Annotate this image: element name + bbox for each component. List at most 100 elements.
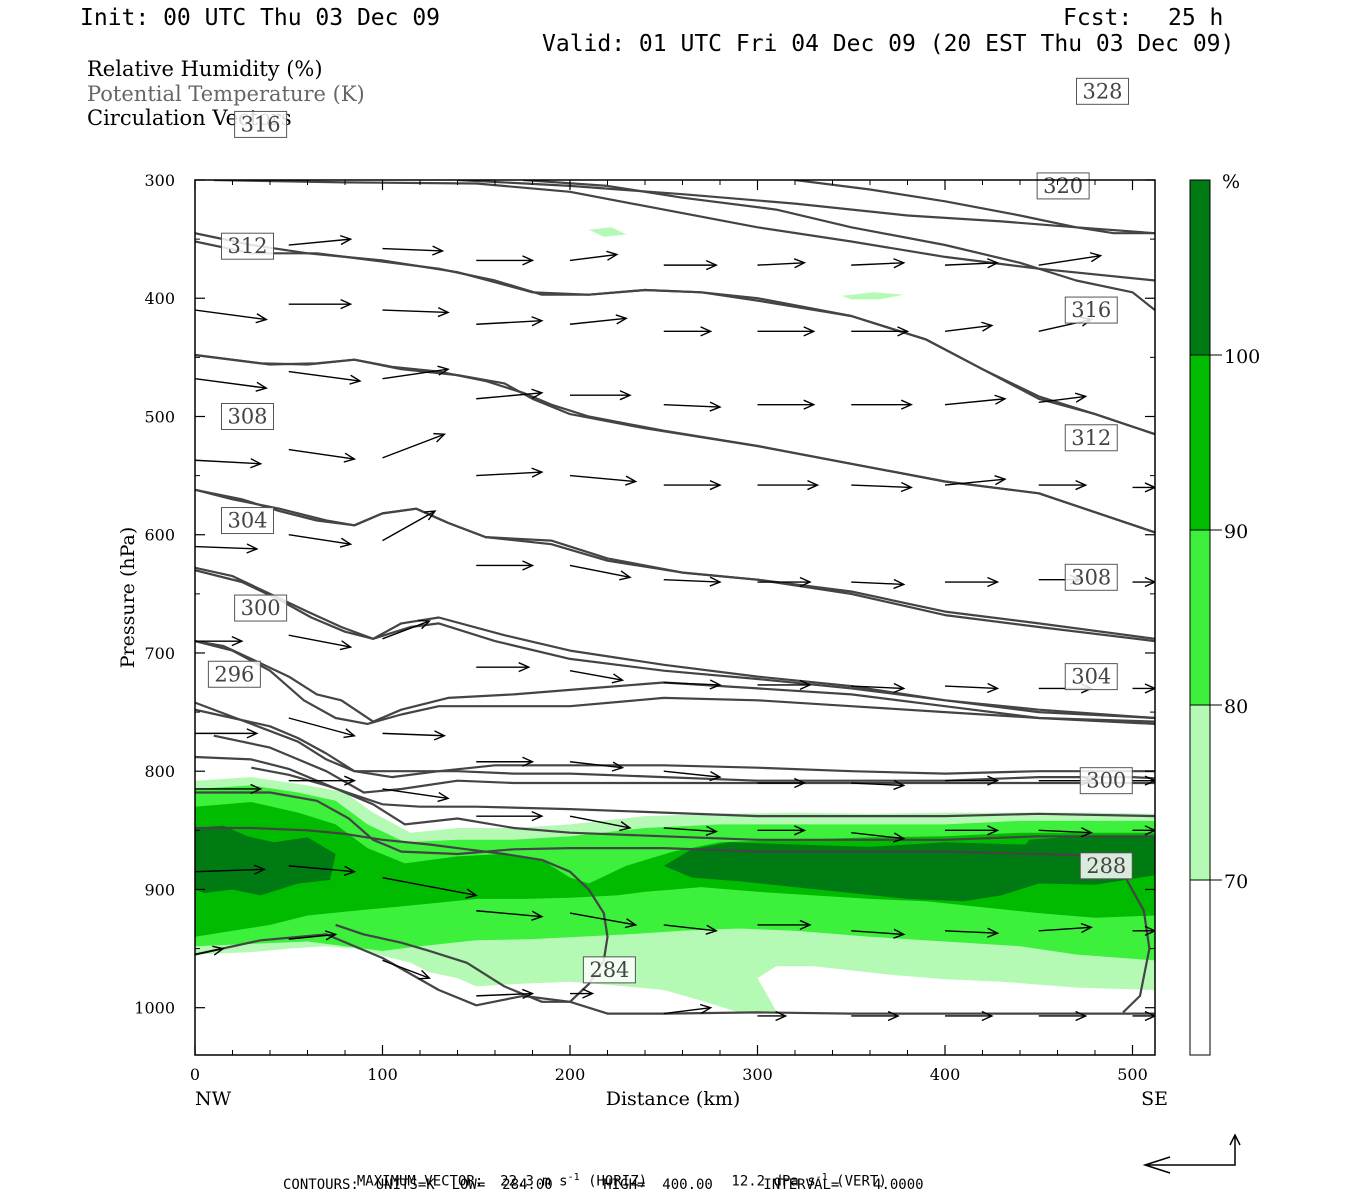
circulation-vector <box>757 919 812 931</box>
contour-label-box <box>221 232 274 260</box>
circulation-vector <box>195 377 268 392</box>
y-tick-label: 900 <box>144 880 175 899</box>
contour-label-box <box>1064 663 1118 691</box>
rh-region-100 <box>195 825 336 896</box>
contour-label-box <box>1064 563 1118 591</box>
circulation-vector <box>663 1003 713 1015</box>
valid-time: Valid: 01 UTC Fri 04 Dec 09 (20 EST Thu … <box>542 31 1235 57</box>
circulation-vector <box>851 682 906 694</box>
circulation-vector <box>944 682 1000 694</box>
theta-contour-328 <box>457 180 1155 235</box>
vert-tag: (VERT) <box>836 1173 887 1190</box>
circulation-vector <box>382 619 431 640</box>
circulation-vector <box>195 945 225 956</box>
y-tick-label: 400 <box>144 289 175 308</box>
circulation-vector <box>569 761 625 772</box>
theta-contour-288 <box>195 791 1151 1014</box>
x-tick-label: 300 <box>742 1065 773 1084</box>
circulation-vector <box>288 717 357 739</box>
reference-vector <box>1142 1133 1241 1174</box>
contour-label: 304 <box>1071 665 1111 689</box>
circulation-vector <box>476 255 535 266</box>
circulation-vector <box>851 481 913 493</box>
circulation-vector <box>944 475 1007 486</box>
theta-contour-316 <box>195 232 1155 436</box>
circulation-vector <box>476 910 544 921</box>
theta-contour-304 <box>195 566 1155 720</box>
circulation-vector <box>851 326 910 337</box>
circulation-vector <box>757 576 812 588</box>
circulation-vector <box>1038 392 1088 403</box>
field-title-rh: Relative Humidity (%) <box>87 57 323 81</box>
circulation-vector <box>382 365 450 380</box>
circulation-vector <box>476 316 544 327</box>
y-tick-label: 700 <box>144 644 175 663</box>
init-time: Init: 00 UTC Thu 03 Dec 09 <box>80 5 441 31</box>
x-tick-label: 500 <box>1117 1065 1148 1084</box>
theta-contour <box>195 933 1155 1015</box>
circulation-vector <box>757 1010 788 1022</box>
max-horiz-exponent: -1 <box>567 1172 580 1183</box>
circulation-vector <box>569 815 632 832</box>
circulation-vector <box>1132 576 1155 588</box>
circulation-vector <box>1038 922 1093 934</box>
circulation-vector <box>288 865 357 876</box>
circulation-vector <box>663 679 722 690</box>
plot-frame <box>194 179 1156 1056</box>
colorbar-segment <box>1189 704 1211 881</box>
horiz-tag: (HORIZ) <box>588 1173 648 1190</box>
circulation-vector <box>757 679 812 691</box>
circulation-vector <box>569 474 638 486</box>
se-end-label: SE <box>1141 1088 1168 1110</box>
circulation-vector <box>663 260 718 271</box>
max-vector-label: MAXIMUM VECTOR: <box>356 1173 484 1190</box>
circulation-vector <box>476 560 535 571</box>
circulation-vector <box>1038 1010 1088 1022</box>
circulation-vector <box>663 825 718 836</box>
contour-label-box <box>234 594 288 622</box>
circulation-vector <box>944 394 1007 406</box>
colorbar-segment <box>1189 354 1211 531</box>
circulation-vector <box>945 576 1000 588</box>
circulation-vector <box>944 258 1000 269</box>
x-axis-label: Distance (km) <box>606 1088 741 1110</box>
circulation-vector <box>663 770 722 782</box>
circulation-vector <box>288 775 357 786</box>
x-tick-label: 0 <box>190 1065 200 1084</box>
circulation-vector <box>195 458 263 469</box>
circulation-vector <box>851 258 906 269</box>
colorbar-label: 100 <box>1224 346 1260 368</box>
circulation-vector <box>757 399 816 410</box>
circulation-vector <box>945 1010 994 1022</box>
circulation-vector <box>851 578 906 590</box>
circulation-vector <box>757 258 807 269</box>
circulation-vector <box>476 811 544 822</box>
x-tick-label: 400 <box>930 1065 961 1084</box>
circulation-vector <box>663 924 718 935</box>
theta-contour <box>251 766 1155 818</box>
circulation-vector <box>288 634 353 651</box>
contour-label-box <box>207 660 261 688</box>
contour-label: 304 <box>227 509 267 533</box>
circulation-vector <box>382 959 431 980</box>
theta-contour-layer <box>195 180 1155 1015</box>
circulation-vector <box>851 1010 900 1022</box>
circulation-vector <box>569 912 638 929</box>
y-tick-label: 800 <box>144 762 175 781</box>
circulation-vector <box>382 788 450 803</box>
forecast-label: Fcst: <box>1063 5 1133 31</box>
max-horiz-value: 22.3 m s <box>500 1173 568 1190</box>
circulation-vector <box>1038 252 1103 266</box>
circulation-vector <box>1132 775 1155 786</box>
theta-contour <box>523 180 1155 311</box>
contour-label: 312 <box>227 234 267 258</box>
contour-label-box <box>221 402 274 430</box>
circulation-vector <box>663 576 722 587</box>
contour-label-box <box>1079 767 1133 795</box>
theta-contour-308 <box>195 488 1155 643</box>
circulation-vector <box>851 928 906 939</box>
circulation-vector <box>757 825 807 836</box>
circulation-vector <box>476 662 531 673</box>
contour-label-box <box>1079 852 1133 880</box>
